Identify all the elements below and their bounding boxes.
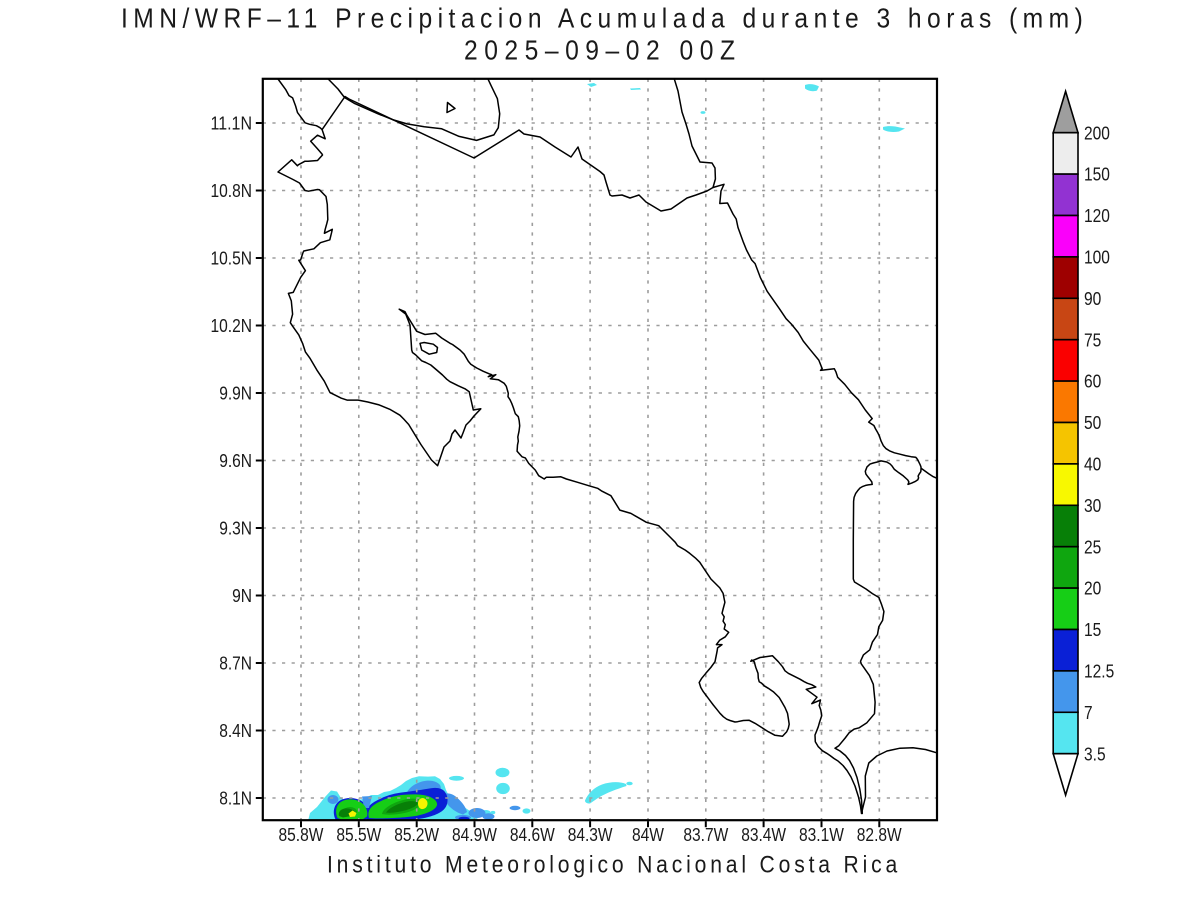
svg-text:11.1N: 11.1N	[211, 113, 253, 134]
svg-text:30: 30	[1084, 495, 1101, 516]
svg-text:83.7W: 83.7W	[683, 824, 728, 845]
svg-text:83.1W: 83.1W	[799, 824, 844, 845]
svg-text:10.5N: 10.5N	[211, 248, 253, 269]
svg-text:Instituto Meteorologico Nacion: Instituto Meteorologico Nacional Costa R…	[327, 851, 898, 878]
svg-text:85.8W: 85.8W	[279, 824, 324, 845]
svg-text:83.4W: 83.4W	[741, 824, 786, 845]
svg-text:84.3W: 84.3W	[568, 824, 613, 845]
svg-text:8.7N: 8.7N	[219, 653, 252, 674]
svg-text:25: 25	[1084, 536, 1101, 557]
svg-text:84.6W: 84.6W	[510, 824, 555, 845]
svg-text:7: 7	[1084, 702, 1093, 723]
svg-text:60: 60	[1084, 371, 1101, 392]
svg-text:100: 100	[1084, 247, 1110, 268]
svg-text:8.1N: 8.1N	[219, 788, 252, 809]
svg-text:10.2N: 10.2N	[211, 315, 253, 336]
svg-text:90: 90	[1084, 288, 1101, 309]
svg-text:120: 120	[1084, 205, 1110, 226]
svg-text:15: 15	[1084, 619, 1101, 640]
svg-text:75: 75	[1084, 329, 1101, 350]
svg-text:9.9N: 9.9N	[219, 383, 252, 404]
svg-text:84W: 84W	[632, 824, 664, 845]
svg-text:150: 150	[1084, 164, 1110, 185]
svg-text:84.9W: 84.9W	[452, 824, 497, 845]
svg-text:20: 20	[1084, 578, 1101, 599]
svg-text:9.6N: 9.6N	[219, 450, 252, 471]
svg-text:9N: 9N	[232, 585, 252, 606]
svg-text:9.3N: 9.3N	[219, 518, 252, 539]
svg-text:200: 200	[1084, 122, 1110, 143]
svg-text:12.5: 12.5	[1084, 661, 1114, 682]
svg-text:50: 50	[1084, 412, 1101, 433]
svg-text:10.8N: 10.8N	[211, 180, 253, 201]
svg-text:3.5: 3.5	[1084, 743, 1106, 764]
svg-text:8.4N: 8.4N	[219, 720, 252, 741]
svg-text:85.2W: 85.2W	[394, 824, 439, 845]
svg-text:82.8W: 82.8W	[857, 824, 902, 845]
svg-text:40: 40	[1084, 454, 1101, 475]
svg-text:85.5W: 85.5W	[336, 824, 381, 845]
